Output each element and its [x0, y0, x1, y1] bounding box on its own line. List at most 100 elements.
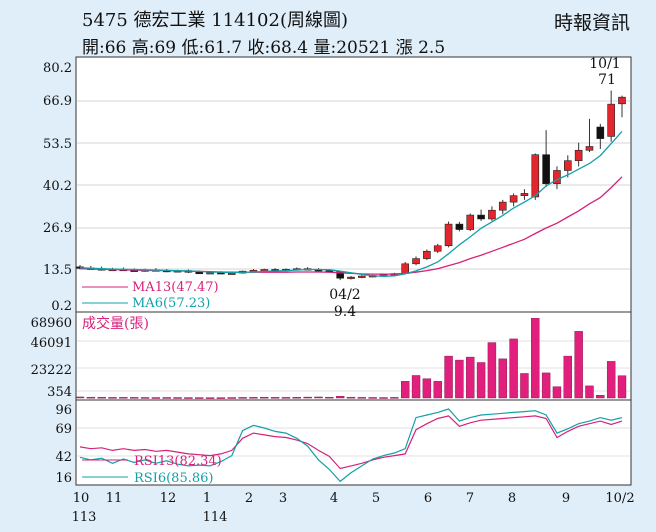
volume-bar	[379, 397, 388, 399]
volume-bar	[455, 359, 464, 399]
price-ytick: 66.9	[43, 94, 72, 109]
volume-bar	[368, 397, 377, 399]
candle-body	[195, 271, 204, 275]
volume-bar	[422, 378, 432, 399]
volume-bar	[335, 396, 345, 399]
volume-bar	[184, 397, 193, 399]
x-month-label: 10	[73, 491, 90, 506]
volume-label: 成交量(張)	[82, 315, 149, 332]
source-label: 時報資訊	[553, 12, 630, 34]
candle-body	[596, 126, 605, 139]
volume-bar	[108, 397, 117, 399]
volume-bar	[249, 397, 258, 399]
volume-bar	[195, 397, 204, 399]
volume-bar	[303, 396, 312, 399]
x-month-label: 3	[279, 491, 287, 506]
volume-bar	[585, 385, 594, 399]
volume-bar	[509, 338, 518, 399]
candle-body	[553, 170, 561, 185]
rsi6-line	[79, 408, 623, 483]
candle-body	[466, 214, 475, 230]
volume-bar	[75, 396, 85, 399]
candle-body	[520, 193, 529, 196]
candle-body	[498, 201, 507, 211]
price-ytick: 26.9	[43, 221, 72, 236]
price-ytick: 53.5	[43, 137, 72, 152]
volume-bar	[238, 397, 247, 399]
volume-bar	[346, 396, 356, 399]
rsi13-line	[79, 415, 623, 470]
x-month-label: 10/2	[605, 491, 634, 506]
volume-bar	[552, 386, 562, 399]
rsi-ytick: 42	[55, 450, 72, 465]
volume-bar	[140, 397, 150, 399]
volume-bar	[444, 355, 453, 399]
volume-bar	[97, 397, 106, 399]
x-month-label: 2	[245, 491, 253, 506]
candle-body	[444, 223, 453, 247]
volume-bar	[574, 331, 583, 399]
volume-ytick: 354	[47, 385, 72, 400]
high-value-label: 71	[598, 72, 616, 88]
x-month-label: 4	[330, 491, 338, 506]
candle-body	[488, 209, 496, 220]
ma6-legend: MA6(57.23)	[132, 296, 210, 311]
ma13-legend: MA13(47.47)	[132, 280, 219, 295]
volume-bar	[563, 355, 572, 399]
volume-bar	[498, 358, 507, 399]
low-value-label: 9.4	[334, 304, 356, 320]
volume-bar	[216, 397, 226, 399]
price-ytick: 0.2	[51, 299, 72, 314]
volume-ytick: 68960	[31, 316, 72, 331]
volume-bar	[541, 372, 551, 399]
candle-body	[358, 275, 366, 278]
volume-bar	[357, 397, 367, 399]
volume-bar	[270, 397, 280, 399]
volume-bar	[292, 397, 301, 399]
x-month-label: 11	[106, 491, 123, 506]
price-quote: 開:66 高:69 低:61.7 收:68.4 量:20521 漲 2.5	[82, 38, 446, 58]
x-year-label: 113	[72, 510, 97, 525]
price-ytick: 80.2	[43, 61, 72, 76]
volume-bar	[520, 373, 529, 399]
volume-bar	[411, 375, 421, 399]
volume-bar	[606, 361, 616, 399]
rsi-ytick: 69	[55, 422, 72, 437]
x-month-label: 8	[508, 491, 516, 506]
rsi-ytick: 96	[55, 403, 72, 418]
candle-body	[531, 154, 540, 198]
volume-bar	[151, 397, 161, 399]
candle-body	[401, 263, 410, 274]
volume-bar	[205, 397, 215, 399]
volume-bar	[119, 397, 128, 399]
x-month-label: 12	[160, 491, 177, 506]
x-month-label: 7	[466, 491, 474, 506]
volume-bar	[260, 397, 269, 399]
volume-bar	[281, 397, 291, 399]
candle-body	[585, 146, 594, 151]
volume-ytick: 23222	[31, 363, 72, 378]
volume-bar	[86, 396, 96, 399]
price-ytick: 40.2	[43, 179, 72, 194]
low-date-label: 04/2	[329, 287, 360, 303]
x-month-label: 9	[562, 491, 570, 506]
chart-title: 5475 德宏工業 114102(周線圖)	[82, 10, 349, 31]
candle-body	[509, 195, 518, 203]
volume-bar	[487, 342, 497, 399]
candle-body	[423, 250, 431, 259]
high-date-label: 10/1	[589, 56, 620, 72]
candle-body	[574, 149, 583, 161]
candle-body	[206, 272, 214, 275]
candle-body	[542, 154, 550, 185]
volume-bar	[401, 381, 410, 399]
candle-body	[455, 223, 464, 230]
volume-bar	[596, 395, 605, 399]
price-ytick: 13.5	[43, 263, 72, 278]
ma6-line	[79, 130, 623, 277]
rsi6-legend: RSI6(85.86)	[134, 471, 213, 486]
volume-bar	[476, 362, 486, 399]
candle-body	[347, 276, 355, 279]
candle-body	[412, 258, 420, 265]
candle-body	[563, 160, 572, 171]
